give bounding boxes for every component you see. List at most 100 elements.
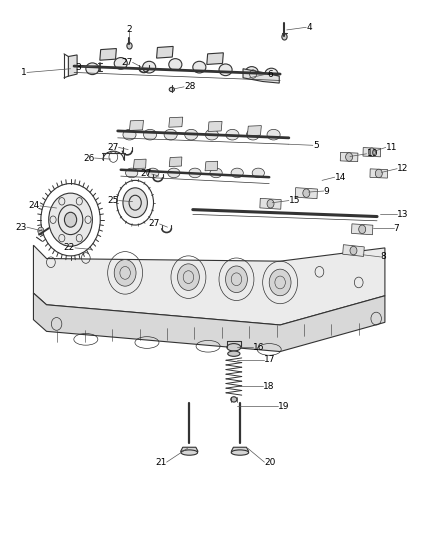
Text: 23: 23 — [15, 223, 27, 232]
Circle shape — [64, 212, 77, 227]
Circle shape — [49, 193, 92, 246]
Ellipse shape — [86, 63, 99, 75]
Text: 13: 13 — [397, 210, 409, 219]
Circle shape — [267, 199, 274, 208]
Text: 6: 6 — [267, 70, 273, 78]
Polygon shape — [363, 148, 381, 157]
Text: 16: 16 — [253, 343, 265, 352]
Text: 8: 8 — [381, 253, 386, 261]
Circle shape — [359, 225, 366, 233]
Ellipse shape — [252, 168, 265, 177]
Text: 24: 24 — [29, 201, 40, 211]
Polygon shape — [205, 161, 218, 171]
Ellipse shape — [169, 87, 174, 92]
Ellipse shape — [210, 168, 222, 177]
Text: 10: 10 — [367, 149, 378, 158]
Polygon shape — [156, 46, 173, 58]
Polygon shape — [134, 159, 146, 168]
Text: 27: 27 — [107, 143, 119, 152]
Polygon shape — [231, 447, 249, 451]
Ellipse shape — [193, 61, 206, 73]
Polygon shape — [247, 126, 261, 136]
Text: 3: 3 — [76, 63, 81, 71]
Text: 27: 27 — [121, 58, 133, 67]
Text: 7: 7 — [394, 224, 399, 233]
Ellipse shape — [205, 130, 219, 140]
Circle shape — [368, 148, 375, 157]
Polygon shape — [340, 152, 358, 161]
Ellipse shape — [143, 61, 155, 73]
Ellipse shape — [247, 130, 260, 140]
Circle shape — [127, 43, 132, 49]
Circle shape — [114, 260, 136, 286]
Polygon shape — [68, 55, 77, 76]
Ellipse shape — [228, 351, 240, 357]
Polygon shape — [243, 69, 279, 83]
Circle shape — [226, 266, 247, 293]
Ellipse shape — [219, 64, 232, 76]
Polygon shape — [260, 198, 281, 209]
Text: 17: 17 — [265, 355, 276, 364]
Text: 26: 26 — [83, 154, 95, 163]
Polygon shape — [130, 120, 144, 131]
Ellipse shape — [123, 130, 136, 140]
Ellipse shape — [114, 58, 127, 69]
Ellipse shape — [265, 68, 278, 80]
Ellipse shape — [181, 450, 198, 455]
Ellipse shape — [144, 130, 157, 140]
Text: 14: 14 — [335, 173, 346, 182]
Polygon shape — [33, 293, 385, 352]
Text: 11: 11 — [386, 143, 397, 152]
Text: 21: 21 — [155, 458, 166, 466]
Polygon shape — [207, 53, 223, 64]
Polygon shape — [343, 245, 364, 256]
Text: 9: 9 — [324, 187, 329, 196]
Text: 12: 12 — [397, 164, 409, 173]
Text: 27: 27 — [141, 169, 152, 179]
Text: 20: 20 — [265, 458, 276, 466]
Ellipse shape — [147, 168, 159, 177]
Polygon shape — [169, 157, 182, 166]
Text: 15: 15 — [289, 196, 300, 205]
Ellipse shape — [169, 59, 182, 70]
Text: 2: 2 — [127, 26, 132, 35]
Circle shape — [38, 227, 44, 235]
Circle shape — [282, 34, 287, 40]
Circle shape — [350, 246, 357, 255]
Polygon shape — [370, 169, 388, 178]
Text: 22: 22 — [64, 244, 75, 253]
Text: 1: 1 — [21, 68, 27, 77]
Ellipse shape — [227, 344, 241, 351]
Text: 5: 5 — [313, 141, 318, 150]
Polygon shape — [352, 224, 373, 235]
Ellipse shape — [164, 130, 177, 140]
Text: 27: 27 — [148, 220, 159, 229]
Text: 4: 4 — [306, 23, 312, 32]
Text: 28: 28 — [184, 82, 195, 91]
Circle shape — [269, 269, 291, 296]
Ellipse shape — [126, 168, 138, 177]
Ellipse shape — [245, 67, 258, 78]
Ellipse shape — [231, 397, 237, 402]
Polygon shape — [208, 122, 222, 132]
Text: 25: 25 — [107, 196, 119, 205]
Circle shape — [375, 169, 382, 177]
Polygon shape — [180, 447, 198, 451]
Polygon shape — [169, 117, 183, 127]
Circle shape — [177, 264, 199, 290]
Polygon shape — [33, 245, 385, 325]
Ellipse shape — [231, 168, 243, 177]
Circle shape — [123, 188, 148, 217]
Ellipse shape — [267, 130, 280, 140]
Ellipse shape — [168, 168, 180, 177]
Ellipse shape — [185, 130, 198, 140]
Polygon shape — [295, 188, 318, 199]
Text: 18: 18 — [263, 382, 274, 391]
Ellipse shape — [189, 168, 201, 177]
Ellipse shape — [226, 130, 239, 140]
Polygon shape — [100, 49, 117, 60]
Circle shape — [303, 189, 310, 197]
Circle shape — [346, 153, 353, 161]
Ellipse shape — [231, 450, 249, 455]
Text: 19: 19 — [278, 402, 289, 411]
